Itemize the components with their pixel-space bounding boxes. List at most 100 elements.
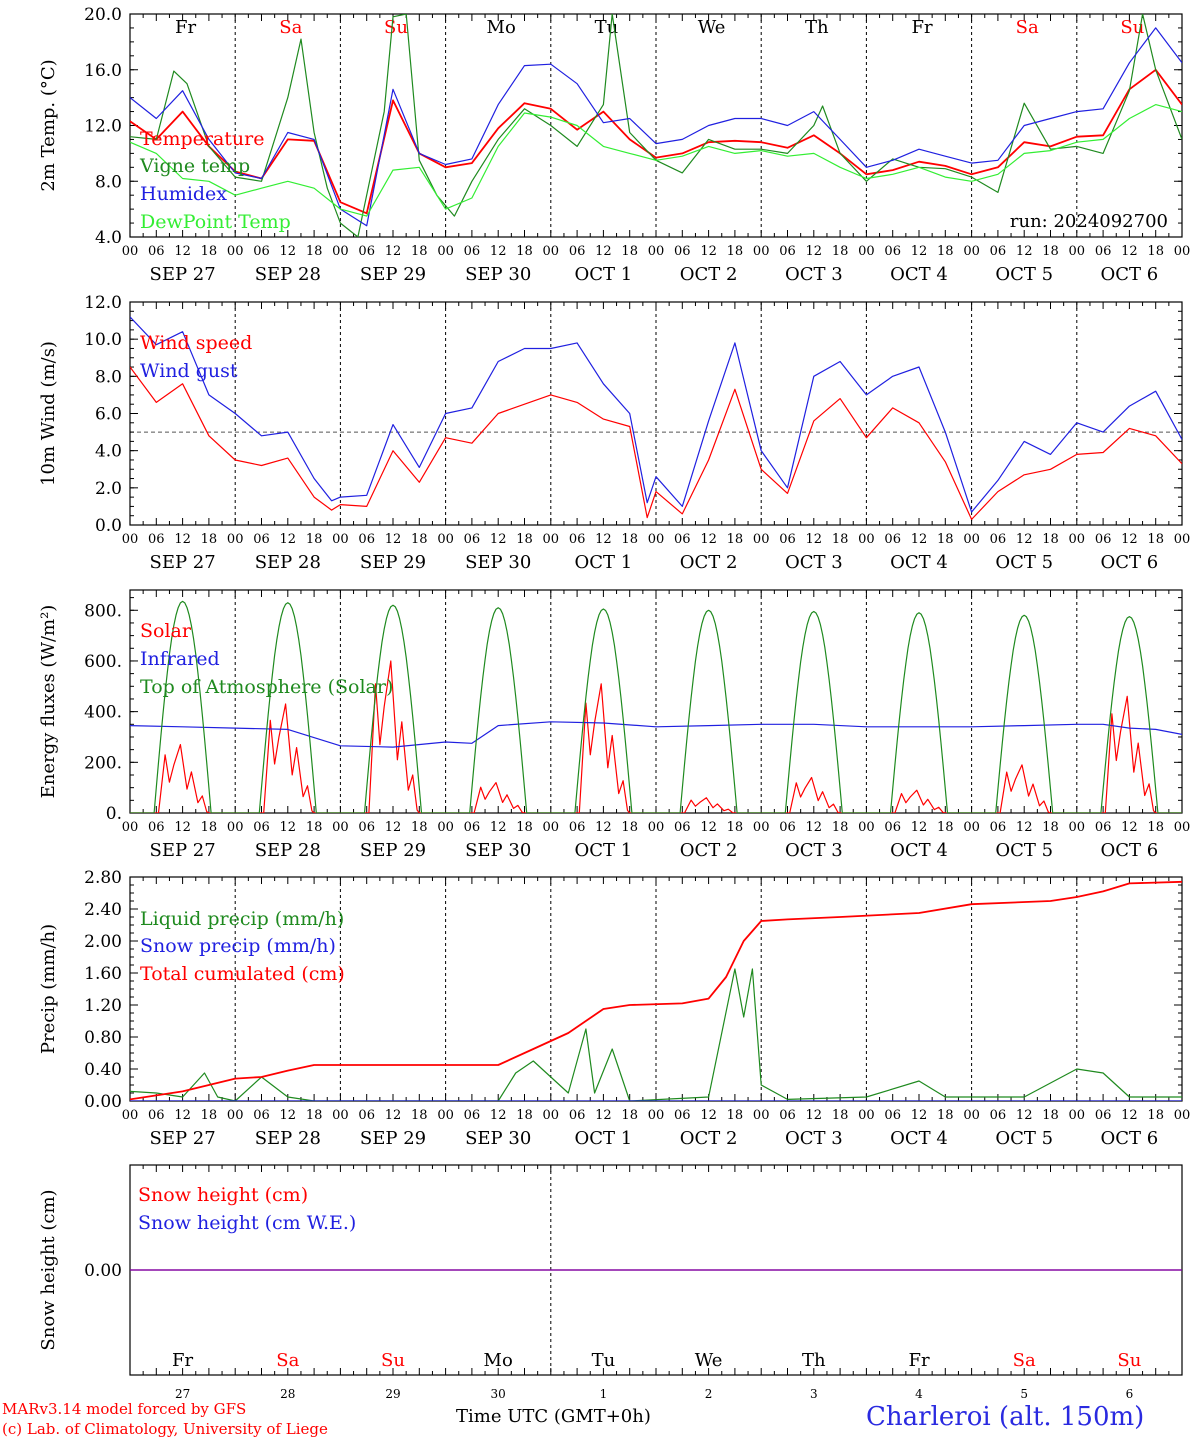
x-tick-label: 12 xyxy=(700,820,717,835)
x-date-label: SEP 30 xyxy=(465,552,531,573)
x-date-label: SEP 28 xyxy=(255,1128,321,1149)
x-tick-label: 06 xyxy=(148,1108,165,1123)
x-date-label: OCT 1 xyxy=(575,264,633,285)
x-tick-label: 12 xyxy=(385,532,402,547)
series-line-top-of-atmosphere-solar- xyxy=(130,600,1182,813)
legend-entry: Wind speed xyxy=(140,332,252,354)
y-tick-label: 2.0 xyxy=(95,479,122,499)
x-tick-label: 12 xyxy=(174,532,191,547)
x-tick-label: 00 xyxy=(227,532,244,547)
x-tick-label: 00 xyxy=(963,244,980,259)
day-name-label: Su xyxy=(1120,17,1144,38)
y-tick-label: 600. xyxy=(84,652,122,672)
y-tick-label: 12.0 xyxy=(84,293,122,313)
x-tick-label: 00 xyxy=(122,532,139,547)
x-tick-label: 06 xyxy=(569,532,586,547)
x-tick-label: 00 xyxy=(437,820,454,835)
x-tick-label: 06 xyxy=(990,1108,1007,1123)
x-tick-label: 12 xyxy=(911,820,928,835)
x-tick-label: 12 xyxy=(174,1108,191,1123)
day-name-label: We xyxy=(695,1350,723,1371)
x-tick-label: 12 xyxy=(911,1108,928,1123)
x-date-label: SEP 28 xyxy=(255,552,321,573)
x-tick-label: 06 xyxy=(569,244,586,259)
x-tick-label: 06 xyxy=(464,532,481,547)
x-tick-label: 06 xyxy=(148,820,165,835)
x-tick-label: 18 xyxy=(516,1108,533,1123)
x-date-label: OCT 1 xyxy=(575,1128,633,1149)
x-tick-label: 00 xyxy=(227,244,244,259)
x-tick-label: 12 xyxy=(595,532,612,547)
day-number-label: 5 xyxy=(1020,1387,1028,1401)
x-tick-label: 12 xyxy=(385,820,402,835)
series-line-solar xyxy=(130,660,1182,813)
x-tick-label: 18 xyxy=(727,532,744,547)
x-tick-label: 06 xyxy=(358,244,375,259)
x-tick-label: 06 xyxy=(569,820,586,835)
x-tick-label: 12 xyxy=(1016,532,1033,547)
series-group xyxy=(130,316,1182,520)
x-tick-label: 18 xyxy=(832,820,849,835)
x-tick-label: 00 xyxy=(332,1108,349,1123)
x-tick-label: 06 xyxy=(253,820,270,835)
x-tick-label: 18 xyxy=(727,244,744,259)
x-tick-label: 00 xyxy=(753,532,770,547)
x-tick-label: 00 xyxy=(1174,1108,1191,1123)
legend-entry: Top of Atmosphere (Solar) xyxy=(140,676,393,698)
day-name-label: Mo xyxy=(487,17,516,38)
x-tick-label: 12 xyxy=(595,1108,612,1123)
series-line-infrared xyxy=(130,721,1182,748)
series-group xyxy=(130,600,1182,813)
y-axis-label: Precip (mm/h) xyxy=(38,924,59,1054)
x-tick-label: 00 xyxy=(543,1108,560,1123)
x-tick-label: 18 xyxy=(621,532,638,547)
day-name-label: Fr xyxy=(911,17,932,38)
x-tick-label: 18 xyxy=(832,244,849,259)
x-tick-label: 18 xyxy=(306,820,323,835)
x-tick-label: 18 xyxy=(1147,820,1164,835)
y-tick-label: 400. xyxy=(84,703,122,723)
y-tick-label: 6.0 xyxy=(95,405,122,425)
y-tick-label: 800. xyxy=(84,601,122,621)
x-tick-label: 18 xyxy=(516,244,533,259)
series-line-dewpoint-temp xyxy=(130,104,1182,217)
series-line-liquid-precip-mm-h- xyxy=(130,968,1182,1101)
x-date-label: SEP 29 xyxy=(360,1128,426,1149)
x-tick-label: 06 xyxy=(148,244,165,259)
x-date-label: OCT 5 xyxy=(995,552,1053,573)
x-date-label: OCT 2 xyxy=(680,840,738,861)
x-date-label: SEP 29 xyxy=(360,264,426,285)
x-tick-label: 12 xyxy=(385,244,402,259)
x-tick-label: 06 xyxy=(884,244,901,259)
x-tick-label: 12 xyxy=(280,244,297,259)
series-group xyxy=(130,14,1182,237)
day-number-label: 2 xyxy=(705,1387,713,1401)
x-tick-label: 06 xyxy=(464,244,481,259)
x-tick-label: 12 xyxy=(490,532,507,547)
x-tick-label: 12 xyxy=(1121,532,1138,547)
series-group xyxy=(130,880,1182,1101)
x-date-label: OCT 3 xyxy=(785,1128,843,1149)
x-date-label: SEP 29 xyxy=(360,552,426,573)
x-tick-label: 06 xyxy=(674,820,691,835)
x-date-label: SEP 29 xyxy=(360,840,426,861)
x-tick-label: 18 xyxy=(306,1108,323,1123)
day-name-label: Tu xyxy=(592,1350,616,1371)
x-tick-label: 00 xyxy=(963,820,980,835)
x-date-label: SEP 27 xyxy=(149,264,215,285)
day-name-label: We xyxy=(698,17,726,38)
x-tick-label: 00 xyxy=(437,1108,454,1123)
day-name-label: Tu xyxy=(595,17,619,38)
x-date-label: OCT 4 xyxy=(890,840,948,861)
x-tick-label: 12 xyxy=(1121,1108,1138,1123)
y-tick-label: 1.60 xyxy=(84,964,122,984)
legend-entry: Temperature xyxy=(140,128,264,150)
x-date-label: SEP 28 xyxy=(255,264,321,285)
x-tick-label: 18 xyxy=(201,820,218,835)
x-date-label: SEP 30 xyxy=(465,1128,531,1149)
y-tick-label: 8.0 xyxy=(95,367,122,387)
x-tick-label: 00 xyxy=(648,1108,665,1123)
y-tick-label: 12.0 xyxy=(84,117,122,137)
y-tick-label: 0.40 xyxy=(84,1060,122,1080)
x-tick-label: 00 xyxy=(858,820,875,835)
